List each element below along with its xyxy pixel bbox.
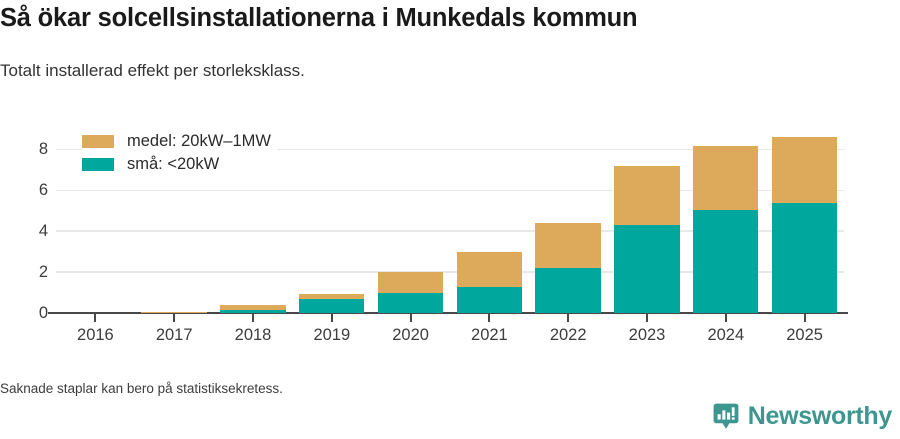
- y-tick-label: 2: [38, 263, 48, 282]
- x-tick: [251, 313, 255, 322]
- x-tick-label: 2016: [77, 326, 114, 344]
- x-tick-label: 2018: [234, 326, 272, 344]
- bar-segment-medium: [377, 272, 444, 293]
- bar-segment-small: [535, 268, 601, 313]
- x-tick: [645, 313, 649, 322]
- x-tick-label: 2021: [471, 326, 508, 344]
- bar-segment-small: [614, 225, 680, 313]
- chart-legend: medel: 20kW–1MW små: <20kW: [82, 128, 277, 179]
- bar-2018[interactable]: [220, 304, 286, 313]
- bar-segment-small: [220, 309, 286, 313]
- chart-title: Så ökar solcellsinstallationerna i Munke…: [0, 4, 638, 32]
- bar-2017[interactable]: [141, 311, 207, 313]
- y-axis: 0 2 4 6 8: [0, 130, 48, 321]
- x-tick-label: 2019: [313, 326, 351, 344]
- x-tick-label: 2020: [392, 326, 429, 344]
- bar-segment-medium: [771, 137, 838, 203]
- bar-segment-small: [377, 292, 444, 313]
- y-tick-label: 0: [38, 304, 48, 322]
- bar-segment-small: [771, 202, 838, 313]
- legend-label-medium: medel: 20kW–1MW: [127, 132, 271, 150]
- newsworthy-logo[interactable]: Newsworthy: [713, 401, 892, 431]
- x-tick-label: 2022: [549, 326, 587, 344]
- x-tick: [330, 313, 333, 322]
- gridline-8: [56, 148, 844, 151]
- x-tick-label: 2025: [786, 326, 823, 344]
- bar-2019[interactable]: [299, 293, 365, 313]
- bar-chart-bubble-icon: [713, 403, 739, 430]
- legend-item-medium[interactable]: medel: 20kW–1MW: [82, 130, 271, 153]
- bar-segment-medium: [141, 311, 207, 313]
- gridline-2: [56, 271, 844, 273]
- bar-segment-small: [299, 298, 365, 313]
- bar-segment-medium: [614, 165, 680, 226]
- y-tick-label: 4: [38, 222, 48, 241]
- y-tick-label: 6: [38, 181, 48, 200]
- legend-label-small: små: <20kW: [127, 155, 220, 173]
- y-tick-label: 8: [38, 140, 48, 159]
- bars-layer: [56, 130, 844, 313]
- gridline-4: [56, 230, 844, 232]
- bar-2024[interactable]: [693, 146, 759, 313]
- x-tick: [173, 313, 176, 322]
- bar-segment-medium: [535, 223, 601, 269]
- x-tick-label: 2024: [707, 326, 745, 344]
- x-tick-label: 2023: [628, 326, 666, 344]
- bar-segment-small: [693, 209, 759, 313]
- legend-swatch-small: [82, 158, 114, 171]
- x-tick: [724, 313, 727, 322]
- legend-item-small[interactable]: små: <20kW: [82, 153, 271, 176]
- bar-2023[interactable]: [614, 165, 680, 313]
- x-tick-label: 2017: [155, 326, 193, 344]
- footer-note: Saknade staplar kan bero på statistiksek…: [0, 381, 283, 396]
- bar-segment-medium: [299, 293, 365, 299]
- bar-segment-medium: [220, 304, 286, 310]
- x-tick: [94, 313, 97, 322]
- x-tick: [567, 313, 570, 322]
- bar-segment-small: [456, 287, 523, 313]
- bar-2021[interactable]: [456, 251, 523, 313]
- x-axis-line: [48, 311, 848, 315]
- logo-wordmark: Newsworthy: [747, 401, 893, 430]
- chart-subtitle: Totalt installerad effekt per storlekskl…: [0, 61, 305, 80]
- gridline-6: [56, 189, 844, 192]
- x-tick: [409, 313, 412, 322]
- x-tick: [488, 313, 491, 322]
- bar-2022[interactable]: [535, 223, 601, 313]
- bar-segment-medium: [456, 251, 523, 288]
- x-tick: [803, 313, 806, 322]
- bar-2020[interactable]: [377, 272, 444, 313]
- bar-2025[interactable]: [771, 137, 838, 313]
- bar-segment-medium: [693, 146, 759, 210]
- plot-grid: [48, 130, 848, 315]
- legend-swatch-medium: [82, 135, 114, 148]
